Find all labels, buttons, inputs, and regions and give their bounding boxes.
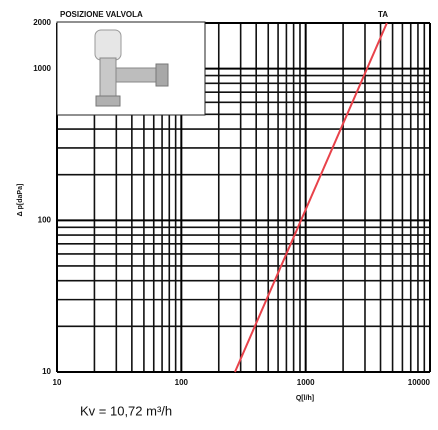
x-tick-label: 100 [175, 378, 189, 387]
y-axis-label: Δ p[daPa] [17, 184, 24, 217]
annotation: TA [378, 10, 388, 19]
data-line [234, 22, 388, 373]
x-tick-label: 10 [53, 378, 62, 387]
y-tick-label: 100 [38, 215, 52, 224]
y-tick-label: 2000 [33, 18, 51, 27]
y-tick-label: 10 [42, 367, 51, 376]
x-tick-label: 10000 [408, 378, 431, 387]
x-tick-label: 1000 [297, 378, 315, 387]
valve-image [56, 21, 206, 116]
x-axis-label: Q[l/h] [296, 395, 314, 402]
footnote: Kv = 10,72 m³/h [80, 403, 172, 418]
chart-title: POSIZIONE VALVOLA [60, 10, 143, 19]
y-tick-label: 1000 [33, 64, 51, 73]
